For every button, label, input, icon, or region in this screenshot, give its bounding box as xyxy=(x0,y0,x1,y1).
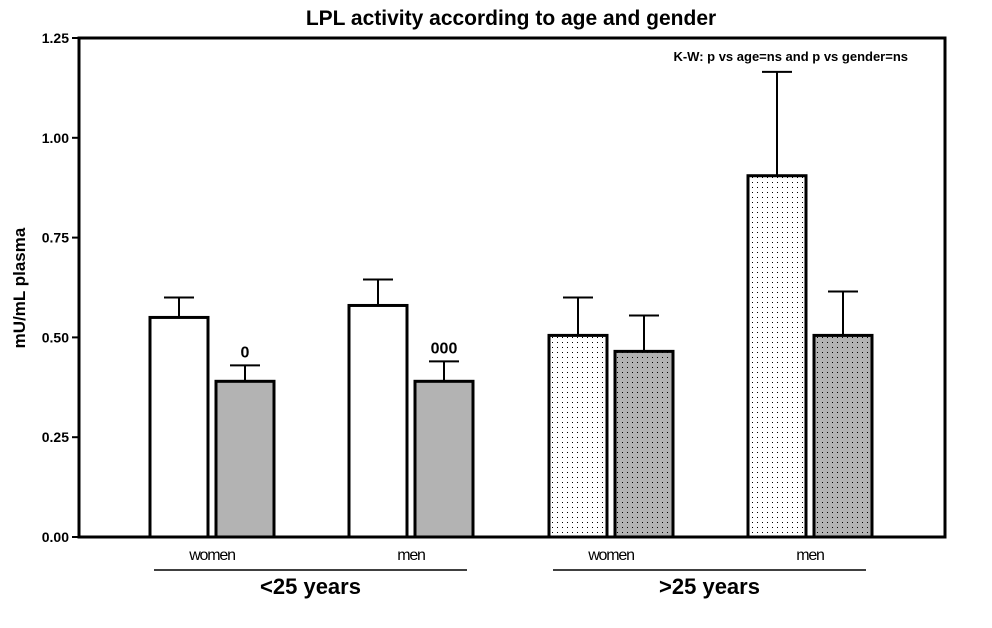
y-tick-label: 0.75 xyxy=(42,230,69,246)
bar xyxy=(148,315,210,539)
y-tick-label: 0.25 xyxy=(42,429,69,445)
bar xyxy=(214,379,276,539)
y-tick-label: 0.50 xyxy=(42,329,69,345)
stats-annotation: K-W: p vs age=ns and p vs gender=ns xyxy=(673,49,908,64)
group-label: >25 years xyxy=(659,574,760,599)
chart-title: LPL activity according to age and gender xyxy=(306,7,716,30)
category-label: men xyxy=(796,547,824,564)
y-axis-label: mU/mL plasma xyxy=(10,227,29,348)
group-label: <25 years xyxy=(260,574,361,599)
y-tick-label: 1.00 xyxy=(42,130,69,146)
y-tick-label: 1.25 xyxy=(42,30,69,46)
bar xyxy=(347,303,409,539)
significance-mark: 000 xyxy=(431,340,458,357)
bar xyxy=(547,333,609,539)
category-label: women xyxy=(188,547,235,564)
x-axis: women men <25 years women men >25 years xyxy=(154,547,866,599)
y-axis: 0.00 0.25 0.50 0.75 1.00 1.25 xyxy=(42,30,79,545)
significance-mark: 0 xyxy=(241,344,250,361)
plot-frame xyxy=(77,36,947,539)
category-label: men xyxy=(397,547,425,564)
bar xyxy=(413,379,475,539)
bar xyxy=(613,349,675,539)
y-tick-label: 0.00 xyxy=(42,529,69,545)
bar xyxy=(746,174,808,539)
category-label: women xyxy=(587,547,634,564)
bar-series: 0 000 xyxy=(148,70,874,539)
bar xyxy=(812,333,874,539)
